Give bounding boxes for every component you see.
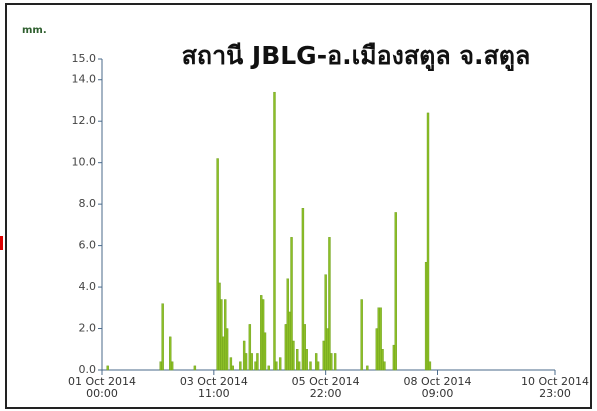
bar (278, 357, 282, 371)
bar (170, 361, 174, 371)
y-axis-label: mm. (22, 25, 47, 36)
y-tick-label: 12.0 (72, 114, 97, 127)
bar (256, 353, 259, 371)
x-tick-label: 01 Oct 2014 00:00 (67, 375, 136, 400)
bar (333, 353, 337, 371)
x-tick-label: 10 Oct 2014 23:00 (520, 375, 589, 400)
x-tick-label: 03 Oct 2014 11:00 (179, 375, 248, 400)
bar (263, 332, 267, 371)
bar (239, 361, 242, 371)
bar (316, 361, 320, 371)
x-tick-label: 08 Oct 2014 09:00 (403, 375, 472, 400)
bar (292, 340, 295, 371)
bar (273, 91, 276, 371)
chart-title: สถานี JBLG-อ.เมืองสตูล จ.สตูล (182, 41, 531, 72)
bar (301, 208, 305, 371)
bar (383, 361, 386, 371)
bar (290, 237, 293, 371)
bar (169, 336, 172, 371)
bar (220, 299, 223, 371)
bar (161, 303, 164, 371)
y-tick-label: 15.0 (72, 52, 97, 65)
bar (267, 365, 270, 371)
bar (275, 361, 278, 371)
bar (193, 365, 197, 371)
bar (360, 299, 363, 371)
bar (309, 361, 312, 371)
y-tick-label: 10.0 (72, 156, 97, 169)
bar (366, 365, 369, 371)
y-tick-label: 2.0 (79, 322, 97, 335)
bar (394, 212, 397, 371)
bar (225, 328, 229, 371)
bar (216, 158, 219, 371)
y-tick-label: 14.0 (72, 73, 97, 86)
bar (330, 353, 333, 371)
bar (428, 361, 432, 371)
bar (324, 274, 327, 371)
bar (231, 365, 234, 371)
bar (250, 353, 253, 371)
x-tick-label: 05 Oct 2014 22:00 (291, 375, 360, 400)
bar (296, 349, 299, 371)
bar (106, 365, 109, 371)
side-marker (0, 236, 3, 250)
y-tick-label: 4.0 (79, 280, 97, 293)
bar (379, 307, 382, 371)
bar (426, 112, 430, 371)
y-tick-label: 0.0 (79, 363, 97, 376)
bar (244, 353, 248, 371)
bar (248, 324, 252, 371)
bar (305, 349, 308, 371)
y-tick-label: 6.0 (79, 239, 97, 252)
bar (229, 357, 233, 371)
bar (303, 324, 307, 371)
frame (5, 3, 592, 409)
bar (328, 237, 331, 371)
y-tick-label: 8.0 (79, 197, 97, 210)
bar (297, 361, 301, 371)
bar (381, 349, 384, 371)
